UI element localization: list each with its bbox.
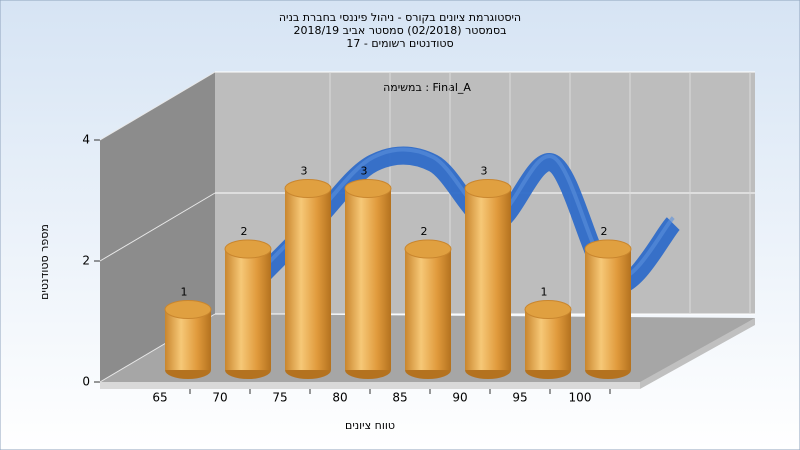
annotation: במשימה : Final_A (383, 81, 471, 94)
bar-top (404, 239, 452, 259)
x-tick-label: 65 (152, 391, 167, 405)
x-tick-label: 85 (392, 391, 407, 405)
data-label: 3 (481, 165, 488, 178)
x-tick-label: 70 (212, 391, 227, 405)
bar-top (164, 300, 212, 319)
data-label: 2 (241, 225, 248, 238)
data-label: 2 (421, 225, 428, 238)
x-tick-label: 100 (569, 391, 592, 405)
bar-top (584, 239, 632, 259)
bar (345, 188, 391, 370)
floor-side (640, 318, 755, 389)
floor-edge (100, 382, 640, 389)
bar (465, 188, 511, 370)
y-axis-label: מספר סטודנטים (38, 224, 51, 300)
grid-line (99, 192, 216, 262)
bar-top (464, 179, 512, 198)
bar (225, 249, 271, 370)
bar (585, 249, 631, 370)
y-tick-label: 4 (82, 133, 90, 147)
data-label: 2 (601, 225, 608, 238)
y-tick-label: 2 (82, 254, 90, 268)
data-label: 3 (301, 165, 308, 178)
bar (165, 309, 211, 370)
bar (405, 249, 451, 370)
bar-top (344, 179, 392, 198)
x-axis-label: טווח ציונים (345, 419, 395, 432)
bar (525, 309, 571, 370)
x-tick-label: 80 (332, 391, 347, 405)
x-tick-label: 75 (272, 391, 287, 405)
chart-title: בסמסטר (02/2018) סמסטר אביב 2018/19 (293, 24, 506, 37)
bar (285, 188, 331, 370)
data-label: 1 (181, 286, 188, 299)
grid-line (99, 71, 216, 141)
bar-top (524, 300, 572, 319)
y-tick-label: 0 (82, 375, 90, 389)
x-tick-label: 90 (452, 391, 467, 405)
bar-top (284, 179, 332, 198)
data-label: 3 (361, 165, 368, 178)
x-tick-label: 95 (512, 391, 527, 405)
chart-title: היסטוגרמת ציונים בקורס - ניהול פיננסי בח… (279, 11, 521, 24)
data-label: 1 (541, 286, 548, 299)
bar-top (224, 239, 272, 259)
chart-title: סטודנטים רשומים - 17 (346, 37, 453, 50)
